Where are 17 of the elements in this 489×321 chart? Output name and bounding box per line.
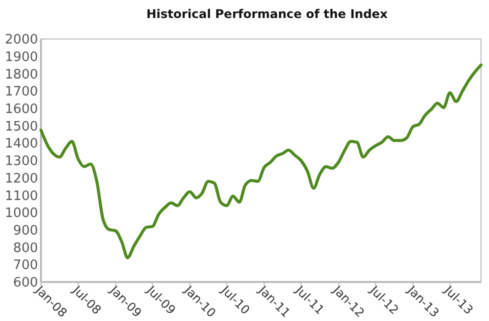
y-tick-label: 1900 — [4, 50, 38, 65]
y-tick-label: 700 — [13, 258, 38, 274]
y-tick-label: 1000 — [4, 206, 38, 222]
y-tick-label: 1800 — [4, 67, 38, 82]
y-tick-label: 1300 — [4, 154, 38, 170]
y-tick-label: 1600 — [4, 102, 38, 117]
y-tick-label: 1200 — [4, 171, 38, 186]
y-tick-label: 800 — [13, 240, 38, 256]
y-tick-label: 900 — [13, 223, 38, 238]
y-tick-label: 1700 — [4, 84, 38, 100]
y-tick-label: 1100 — [4, 188, 38, 204]
y-tick-label: 2000 — [4, 32, 38, 48]
y-tick-label: 1400 — [4, 136, 38, 152]
y-tick-label: 1500 — [4, 119, 38, 134]
chart-title: Historical Performance of the Index — [146, 7, 388, 21]
y-tick-label: 600 — [13, 276, 38, 291]
line-series — [40, 64, 482, 260]
